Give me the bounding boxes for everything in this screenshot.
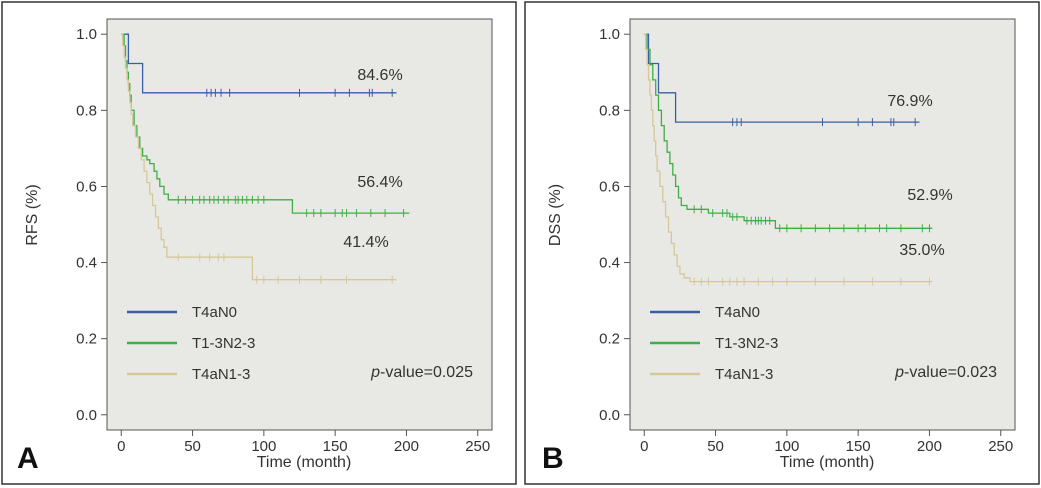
- panel-b: 0.0 0.2 0.4 0.6 0.8 1.0 0 50 100 150 200…: [524, 1, 1040, 485]
- panel-a-legend-label-t4an1-3: T4aN1-3: [192, 366, 250, 383]
- panel-a-legend-label-t4an0: T4aN0: [192, 304, 237, 321]
- panel-a-ytick-label: 1.0: [76, 26, 97, 43]
- panel-b-x-axis-title: Time (month): [780, 454, 875, 471]
- panel-b-p-value-text: -value=0.023: [904, 364, 997, 381]
- panel-a-p-value-text: -value=0.025: [380, 364, 473, 381]
- panel-b-legend-label-t4an0: T4aN0: [715, 304, 760, 321]
- panel-a-end-label-t1-3n2-3: 56.4%: [357, 174, 402, 191]
- panel-a-xtick-label: 50: [184, 438, 201, 455]
- panel-a-xtick-label: 150: [323, 438, 348, 455]
- panel-a-series: [121, 33, 410, 284]
- panel-b-xtick-label: 100: [774, 438, 799, 455]
- panel-a-ytick-label: 0.2: [76, 331, 97, 348]
- panel-b-ytick-label: 0.4: [599, 255, 620, 272]
- panel-a-plot-area: [106, 18, 493, 431]
- panel-a-x-axis-title: Time (month): [257, 454, 352, 471]
- panel-a-ytick-label: 0.6: [76, 178, 97, 195]
- panel-a-p-value: p-value=0.025: [370, 364, 473, 381]
- panel-b-curve-t4an1-3: [644, 33, 933, 283]
- panel-b-ytick-label: 0.8: [599, 102, 620, 119]
- panel-a-y-axis-title: RFS (%): [24, 184, 41, 245]
- panel-b-ytick-label: 0.2: [599, 331, 620, 348]
- panel-b-xtick-label: 50: [707, 438, 724, 455]
- panel-b-legend: T4aN0 T1-3N2-3 T4aN1-3: [650, 304, 778, 383]
- panel-b-p-value: p-value=0.023: [894, 364, 997, 381]
- panel-a-curve-t4an1-3: [121, 33, 397, 281]
- panel-a-xtick-label: 100: [251, 438, 276, 455]
- panel-b-curve-t1-3n2-3: [644, 33, 933, 229]
- panel-a-y-axis: 0.0 0.2 0.4 0.6 0.8 1.0: [76, 26, 107, 424]
- panel-a-end-label-t4an1-3: 41.4%: [343, 234, 388, 251]
- panel-b-xtick-label: 0: [640, 438, 648, 455]
- panel-b-end-labels: 76.9% 52.9% 35.0%: [887, 93, 952, 259]
- panel-b-ytick-label: 1.0: [599, 26, 620, 43]
- panel-b-ytick-label: 0.0: [599, 407, 620, 424]
- panel-b-y-axis-title: DSS (%): [547, 184, 564, 246]
- panel-a: 0.0 0.2 0.4 0.6 0.8 1.0 0 50 100 150 200…: [1, 1, 517, 485]
- panel-b-end-label-t4an1-3: 35.0%: [899, 242, 944, 259]
- panel-a-ytick-label: 0.8: [76, 102, 97, 119]
- panel-a-ytick-label: 0.0: [76, 407, 97, 424]
- panel-b-legend-label-t1-3n2-3: T1-3N2-3: [715, 335, 778, 352]
- panel-a-xtick-label: 250: [465, 438, 490, 455]
- panel-a-p-value-prefix: p: [370, 364, 380, 381]
- panel-a-legend-label-t1-3n2-3: T1-3N2-3: [192, 335, 255, 352]
- panel-b-legend-label-t4an1-3: T4aN1-3: [715, 366, 773, 383]
- panel-a-legend: T4aN0 T1-3N2-3 T4aN1-3: [127, 304, 255, 383]
- panel-a-x-axis: 0 50 100 150 200 250: [117, 430, 490, 455]
- panel-a-letter: A: [17, 442, 39, 475]
- panel-a-ytick-label: 0.4: [76, 255, 97, 272]
- panel-b-series: [644, 33, 933, 286]
- panel-b-end-label-t1-3n2-3: 52.9%: [907, 187, 952, 204]
- panel-b-x-axis: 0 50 100 150 200 250: [640, 430, 1013, 455]
- panel-a-curve-t4an0: [121, 33, 397, 94]
- panel-b-ytick-label: 0.6: [599, 178, 620, 195]
- panel-a-xtick-label: 200: [394, 438, 419, 455]
- panel-b-xtick-label: 200: [917, 438, 942, 455]
- panel-a-end-labels: 84.6% 56.4% 41.4%: [343, 67, 402, 251]
- panel-a-end-label-t4an0: 84.6%: [357, 67, 402, 84]
- panel-b-xtick-label: 250: [988, 438, 1013, 455]
- panel-b-y-axis: 0.0 0.2 0.4 0.6 0.8 1.0: [599, 26, 630, 424]
- panel-b-xtick-label: 150: [846, 438, 871, 455]
- panel-b-end-label-t4an0: 76.9%: [887, 93, 932, 110]
- panel-b-p-value-prefix: p: [894, 364, 904, 381]
- panel-a-xtick-label: 0: [117, 438, 125, 455]
- panel-b-curve-t4an0: [644, 33, 920, 123]
- panel-b-plot-area: [629, 18, 1016, 431]
- panel-b-letter: B: [542, 442, 564, 475]
